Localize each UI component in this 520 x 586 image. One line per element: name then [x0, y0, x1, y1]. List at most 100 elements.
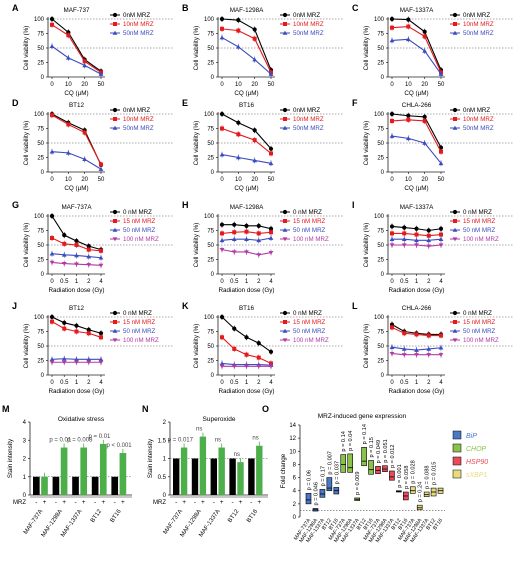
panel-title: MAF-1337A — [400, 7, 434, 14]
y-tick-label: 0 — [41, 272, 45, 278]
data-point — [49, 16, 55, 22]
x-tick-label: 20 — [421, 82, 428, 88]
x-tick-label: 20 — [81, 82, 88, 88]
x-tick-label: 0 — [220, 380, 224, 386]
x-axis-label: CQ (µM) — [64, 90, 88, 97]
y-tick-label: 75 — [377, 127, 384, 133]
data-point — [49, 314, 55, 320]
data-point — [269, 151, 273, 156]
panel-letter: J — [12, 301, 17, 311]
data-point — [414, 243, 419, 248]
y-tick-label: 50 — [37, 46, 44, 52]
y-tick-label: 1.5 — [158, 438, 167, 444]
legend-label: 10nM MRZ — [123, 116, 154, 123]
panel-E: E BT16 0 25 50 75 100 0 10 20 50 CQ (µM) Cell viabil… — [182, 98, 343, 192]
y-tick-label: 25 — [37, 61, 44, 67]
condition-label: + — [82, 499, 86, 506]
legend-marker — [112, 310, 118, 316]
legend-label: 100 nM MRZ — [463, 236, 499, 243]
bar-mrz — [256, 445, 263, 495]
y-tick-label: 3 — [23, 438, 27, 444]
series-line — [221, 28, 272, 73]
legend-marker — [112, 12, 118, 18]
x-tick-label: 0 — [390, 279, 394, 285]
data-point — [232, 222, 237, 227]
data-point — [61, 356, 67, 361]
series-blue — [219, 235, 274, 244]
bar-control — [72, 476, 79, 495]
significance-label: ns — [234, 452, 240, 458]
legend-marker — [452, 310, 458, 316]
bar-mrz — [180, 447, 188, 495]
y-tick-label: 100 — [34, 112, 45, 118]
y-tick-label: 100 — [374, 17, 385, 23]
y-tick-label: 2 — [293, 502, 297, 508]
series-line — [221, 127, 272, 154]
y-tick-label: 12 — [289, 436, 296, 442]
data-point — [65, 150, 71, 155]
x-axis-label: Radiation dose (Gy) — [389, 388, 445, 395]
data-point — [268, 250, 274, 255]
x-axis-label: CQ (µM) — [234, 90, 258, 97]
legend-marker — [282, 328, 288, 333]
y-tick-label: 0 — [211, 373, 215, 379]
panel-letter: O — [262, 404, 269, 414]
data-point — [49, 260, 55, 265]
data-point — [99, 248, 103, 253]
data-point — [439, 333, 443, 338]
y-tick-label: 75 — [207, 127, 214, 133]
y-tick-label: 75 — [207, 32, 214, 38]
data-point — [414, 232, 419, 237]
y-tick-label: 75 — [207, 330, 214, 336]
y-axis-label: Cell viability (%) — [23, 324, 30, 369]
condition-label: - — [35, 499, 37, 506]
legend-label: 10nM MRZ — [293, 116, 324, 123]
data-point — [219, 314, 225, 320]
panel-letter: L — [352, 301, 358, 311]
data-point — [220, 26, 224, 31]
x-tick-label: 10 — [65, 82, 72, 88]
data-point — [268, 226, 274, 231]
bar-control — [52, 476, 60, 495]
panel-D: D BT12 0 25 50 75 100 0 10 20 50 CQ (µM) Cell viabil… — [12, 98, 173, 192]
series-black — [219, 16, 274, 74]
y-tick-label: 25 — [207, 61, 214, 67]
data-point — [86, 254, 92, 259]
legend-label: 100 nM MRZ — [293, 337, 329, 344]
condition-label: - — [175, 499, 177, 506]
data-point — [98, 166, 104, 171]
y-tick-label: 50 — [37, 344, 44, 350]
legend-label: 50nM MRZ — [293, 30, 324, 37]
y-tick-label: 50 — [37, 141, 44, 147]
data-point — [426, 346, 432, 351]
data-point — [50, 113, 54, 118]
box — [340, 454, 347, 473]
series-line — [391, 18, 442, 71]
bar-mrz — [99, 443, 107, 495]
data-point — [236, 18, 241, 23]
y-tick-label: 25 — [377, 61, 384, 67]
panel-letter: F — [352, 98, 358, 108]
legend-swatch — [452, 443, 462, 453]
legend-swatch — [452, 430, 462, 440]
x-axis-label: Radiation dose (Gy) — [49, 287, 105, 294]
data-point — [74, 243, 79, 247]
data-point — [414, 347, 419, 352]
legend-label: 10nM MRZ — [293, 21, 324, 28]
y-tick-label: 0 — [163, 493, 167, 499]
y-tick-label: 25 — [37, 258, 44, 264]
category-label: BT16 — [110, 508, 124, 524]
legend-marker — [453, 117, 457, 121]
x-tick-label: 4 — [99, 380, 103, 386]
data-point — [50, 22, 54, 27]
legend-label: 15 nM MRZ — [293, 319, 326, 326]
panel-letter: H — [182, 200, 189, 210]
x-tick-label: 0 — [390, 82, 394, 88]
legend-marker — [282, 338, 288, 343]
data-point — [244, 223, 249, 228]
legend-label: 0nM MRZ — [123, 12, 150, 19]
y-tick-label: 100 — [34, 17, 45, 23]
y-tick-label: 50 — [207, 344, 214, 350]
bar-control — [229, 458, 236, 495]
data-point — [232, 326, 237, 331]
